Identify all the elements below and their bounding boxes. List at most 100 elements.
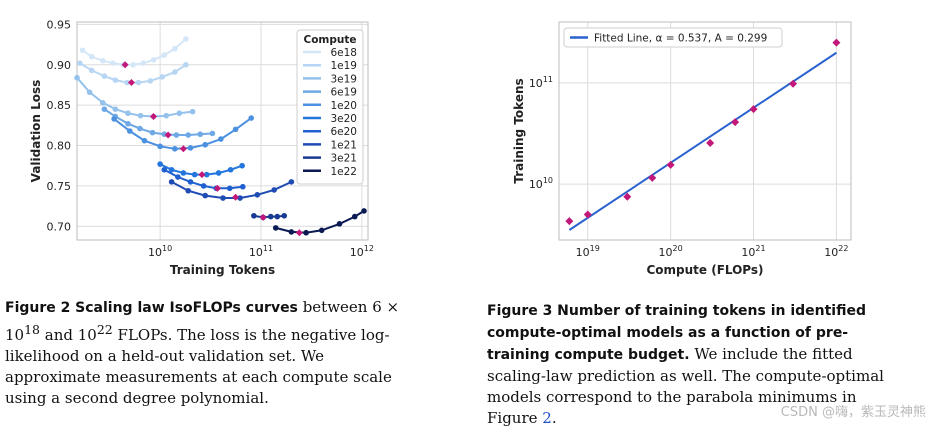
minimum-marker	[213, 184, 221, 192]
data-point	[271, 187, 277, 193]
optimal-point	[623, 192, 632, 201]
y-tick-label: 0.80	[47, 140, 72, 153]
series-3e19	[74, 74, 196, 120]
data-point	[173, 132, 180, 138]
data-point	[88, 67, 95, 74]
data-point	[112, 106, 119, 112]
x-tick-label: 1012	[350, 244, 374, 259]
data-point	[197, 131, 204, 138]
data-point	[237, 195, 243, 201]
series-6e19	[101, 106, 216, 139]
data-point	[172, 69, 178, 75]
data-point	[209, 130, 216, 137]
legend-label: 6e18	[330, 47, 357, 59]
series-3e21	[251, 212, 288, 221]
figure-3-caption: Figure 3 Number of training tokens in id…	[487, 300, 892, 429]
data-point	[303, 229, 309, 236]
data-point	[137, 112, 144, 119]
legend: Fitted Line, α = 0.537, A = 0.299	[563, 27, 783, 48]
data-point	[99, 99, 106, 106]
data-point	[274, 213, 281, 220]
data-point	[185, 132, 192, 138]
data-point	[187, 179, 194, 185]
figure-2-sup-1: 18	[24, 322, 40, 337]
data-point	[112, 77, 119, 83]
series-3e20	[157, 161, 245, 179]
minimum-marker	[259, 213, 267, 221]
y-axis-label: Validation Loss	[29, 80, 43, 183]
data-point	[168, 166, 175, 173]
figure-2-text-3: FLOPs. The loss is the negative log-like…	[5, 326, 392, 407]
legend-label: Fitted Line, α = 0.537, A = 0.299	[594, 33, 767, 45]
data-point	[140, 60, 147, 66]
data-point	[361, 208, 367, 214]
y-axis-label: Training Tokens	[512, 78, 526, 183]
data-point	[172, 45, 178, 52]
x-tick-label: 1022	[824, 244, 848, 259]
data-point	[161, 166, 168, 173]
data-point	[239, 183, 246, 190]
tokens-vs-compute-chart: 1019 1020 1021 1022 1010 1011 Fitted Line, α =…	[512, 21, 852, 277]
data-point	[110, 60, 116, 66]
data-point	[161, 52, 168, 58]
data-point	[172, 145, 178, 152]
data-point	[141, 137, 148, 144]
legend-label: 1e20	[330, 100, 357, 112]
y-tick-label: 0.85	[47, 99, 72, 112]
figure-2-reference-link[interactable]: 2	[542, 409, 552, 427]
isoflops-chart: 0.70 0.75 0.80 0.85 0.90 0.95 1010 1011 1012 Comp…	[29, 18, 374, 277]
data-point	[176, 110, 183, 117]
data-point	[336, 221, 343, 227]
y-tick-label: 0.75	[47, 180, 72, 193]
series-1e19	[77, 60, 189, 87]
legend-label: 6e20	[330, 126, 357, 138]
data-point	[180, 170, 187, 176]
y-tick-label: 1010	[529, 176, 553, 191]
y-tick-label: 1011	[529, 75, 553, 90]
figure-3-period: .	[551, 409, 557, 427]
optimal-point	[565, 217, 574, 226]
data-point	[77, 60, 83, 66]
series-1e22	[272, 208, 367, 237]
y-tick-label: 0.95	[47, 18, 72, 31]
minimum-marker	[164, 131, 172, 139]
data-point	[187, 145, 194, 151]
data-point	[281, 212, 288, 219]
data-point	[124, 79, 130, 86]
minimum-marker	[198, 171, 206, 179]
data-point	[218, 136, 224, 142]
series-line	[103, 108, 213, 136]
data-point	[215, 170, 222, 176]
watermark: CSDN @嗨，紫玉灵神熊	[780, 405, 926, 420]
figure-2-label: Figure 2	[5, 300, 71, 316]
data-point	[125, 120, 131, 127]
fitted-line	[568, 51, 837, 231]
legend-label: 1e22	[330, 166, 357, 178]
data-point	[272, 225, 279, 231]
optimal-point	[832, 38, 841, 47]
legend-label: 3e20	[330, 113, 357, 125]
plot-frame	[76, 21, 369, 241]
figure-2-title: Scaling law IsoFLOPs curves	[75, 300, 298, 316]
data-point	[189, 108, 196, 115]
figure-2-sup-2: 22	[96, 322, 113, 337]
data-point	[232, 126, 239, 133]
optimal-point	[789, 79, 798, 88]
series-1e21	[168, 179, 295, 201]
data-point	[248, 115, 255, 121]
data-point	[137, 125, 143, 132]
x-axis-label: Compute (FLOPs)	[646, 263, 763, 277]
figure-3-label: Figure 3	[487, 303, 553, 319]
legend-label: 6e19	[330, 87, 357, 99]
minimum-marker	[232, 193, 240, 201]
data-point	[86, 89, 93, 96]
figure-2-text-2: and 10	[44, 326, 97, 344]
data-point	[351, 213, 358, 220]
data-point	[157, 143, 163, 150]
figure-2-text-1: between 6 × 10	[5, 298, 400, 344]
data-point	[288, 179, 295, 185]
optimal-point	[666, 160, 675, 169]
data-point	[88, 53, 95, 60]
legend-label: 3e19	[330, 73, 357, 85]
